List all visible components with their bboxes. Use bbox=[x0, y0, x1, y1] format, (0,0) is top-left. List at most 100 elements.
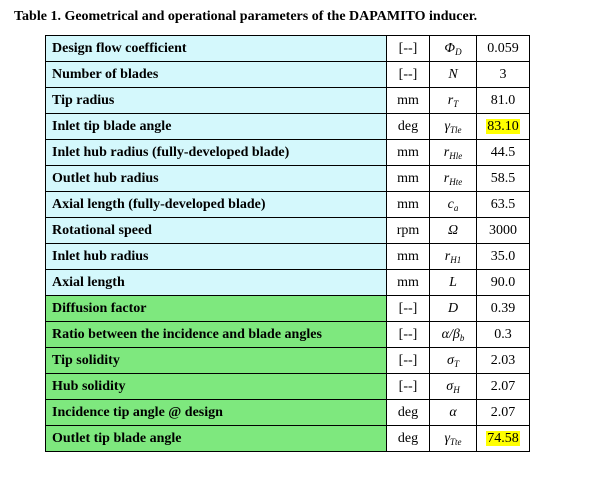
parameter-name: Tip solidity bbox=[45, 347, 387, 374]
parameter-symbol: L bbox=[429, 269, 477, 296]
parameter-name: Outlet tip blade angle bbox=[45, 425, 387, 452]
parameter-unit: [--] bbox=[386, 35, 430, 62]
symbol-subscript: H1 bbox=[450, 254, 462, 265]
parameter-value-cell: 35.0 bbox=[476, 243, 530, 270]
parameter-value-cell: 58.5 bbox=[476, 165, 530, 192]
parameter-unit: mm bbox=[386, 269, 430, 296]
highlighted-value: 83.10 bbox=[486, 118, 520, 134]
parameter-name: Rotational speed bbox=[45, 217, 387, 244]
parameter-name: Diffusion factor bbox=[45, 295, 387, 322]
symbol-main: r bbox=[447, 92, 454, 108]
symbol-main: r bbox=[444, 248, 451, 264]
parameter-unit: mm bbox=[386, 243, 430, 270]
parameter-unit: [--] bbox=[386, 321, 430, 348]
parameter-name: Inlet hub radius (fully-developed blade) bbox=[45, 139, 387, 166]
parameter-unit: mm bbox=[386, 165, 430, 192]
symbol-main: r bbox=[443, 144, 450, 160]
parameter-value: 2.07 bbox=[490, 404, 516, 420]
parameter-unit: deg bbox=[386, 425, 430, 452]
table-row: Outlet tip blade angle deg γTte 74.58 bbox=[45, 425, 530, 452]
symbol-main: D bbox=[447, 300, 459, 316]
parameter-name: Ratio between the incidence and blade an… bbox=[45, 321, 387, 348]
parameter-name: Tip radius bbox=[45, 87, 387, 114]
symbol-subscript: Hle bbox=[449, 150, 463, 161]
table-row: Axial length (fully-developed blade) mm ca… bbox=[45, 191, 530, 218]
parameters-table: Design flow coefficient [--] ΦD 0.059 Number… bbox=[45, 35, 530, 452]
symbol-main: N bbox=[448, 66, 458, 82]
parameter-symbol: rHle bbox=[429, 139, 477, 166]
parameter-symbol: α/βb bbox=[429, 321, 477, 348]
parameter-symbol: ΦD bbox=[429, 35, 477, 62]
parameter-unit: rpm bbox=[386, 217, 430, 244]
parameter-value-cell: 83.10 bbox=[476, 113, 530, 140]
parameter-symbol: rHte bbox=[429, 165, 477, 192]
table-row: Axial length mm L 90.0 bbox=[45, 269, 530, 296]
table-row: Outlet hub radius mm rHte 58.5 bbox=[45, 165, 530, 192]
parameter-value-cell: 3 bbox=[476, 61, 530, 88]
table-row: Inlet hub radius (fully-developed blade)… bbox=[45, 139, 530, 166]
parameter-name: Number of blades bbox=[45, 61, 387, 88]
parameters-table-body: Design flow coefficient [--] ΦD 0.059 Number… bbox=[45, 35, 530, 452]
parameter-symbol: rH1 bbox=[429, 243, 477, 270]
parameter-value-cell: 63.5 bbox=[476, 191, 530, 218]
parameter-symbol: ca bbox=[429, 191, 477, 218]
parameter-value-cell: 0.3 bbox=[476, 321, 530, 348]
table-row: Tip radius mm rT 81.0 bbox=[45, 87, 530, 114]
symbol-main: Ω bbox=[447, 222, 459, 238]
symbol-main: L bbox=[449, 274, 457, 290]
parameter-unit: [--] bbox=[386, 295, 430, 322]
symbol-main: γ bbox=[444, 118, 450, 134]
symbol-subscript: H bbox=[453, 384, 460, 395]
parameter-symbol: α bbox=[429, 399, 477, 426]
parameter-value-cell: 0.39 bbox=[476, 295, 530, 322]
table-caption: Table 1. Geometrical and operational par… bbox=[14, 9, 478, 24]
parameter-name: Outlet hub radius bbox=[45, 165, 387, 192]
parameter-unit: [--] bbox=[386, 61, 430, 88]
symbol-subscript: T bbox=[453, 98, 459, 109]
parameter-name: Inlet tip blade angle bbox=[45, 113, 387, 140]
parameter-value-cell: 2.07 bbox=[476, 373, 530, 400]
parameter-symbol: σH bbox=[429, 373, 477, 400]
parameter-value: 0.3 bbox=[494, 326, 512, 342]
parameter-value-cell: 0.059 bbox=[476, 35, 530, 62]
table-row: Hub solidity [--] σH 2.07 bbox=[45, 373, 530, 400]
parameter-unit: mm bbox=[386, 139, 430, 166]
parameter-value-cell: 2.07 bbox=[476, 399, 530, 426]
parameter-unit: mm bbox=[386, 191, 430, 218]
symbol-subscript: T bbox=[453, 358, 459, 369]
parameter-symbol: σT bbox=[429, 347, 477, 374]
parameter-name: Inlet hub radius bbox=[45, 243, 387, 270]
symbol-subscript: b bbox=[459, 332, 465, 343]
parameter-value: 3000 bbox=[489, 222, 517, 238]
symbol-main: γ bbox=[444, 430, 450, 446]
parameter-value: 3 bbox=[499, 66, 507, 82]
parameter-value: 58.5 bbox=[490, 170, 516, 186]
parameter-value: 90.0 bbox=[490, 274, 516, 290]
symbol-main: c bbox=[447, 196, 454, 212]
table-row: Number of blades [--] N 3 bbox=[45, 61, 530, 88]
parameter-value: 35.0 bbox=[490, 248, 516, 264]
symbol-subscript: Tte bbox=[450, 436, 462, 447]
parameter-value: 63.5 bbox=[490, 196, 516, 212]
parameter-name: Design flow coefficient bbox=[45, 35, 387, 62]
parameter-name: Axial length (fully-developed blade) bbox=[45, 191, 387, 218]
parameter-value: 0.059 bbox=[487, 40, 519, 56]
table-row: Tip solidity [--] σT 2.03 bbox=[45, 347, 530, 374]
parameter-value: 2.03 bbox=[490, 352, 516, 368]
table-row: Inlet hub radius mm rH1 35.0 bbox=[45, 243, 530, 270]
symbol-main: α bbox=[449, 404, 457, 420]
symbol-main: r bbox=[443, 170, 450, 186]
parameter-value: 2.07 bbox=[490, 378, 516, 394]
parameter-unit: deg bbox=[386, 399, 430, 426]
parameter-value-cell: 2.03 bbox=[476, 347, 530, 374]
parameter-name: Hub solidity bbox=[45, 373, 387, 400]
parameter-name: Axial length bbox=[45, 269, 387, 296]
parameter-name: Incidence tip angle @ design bbox=[45, 399, 387, 426]
parameter-unit: [--] bbox=[386, 347, 430, 374]
parameter-unit: mm bbox=[386, 87, 430, 114]
table-row: Design flow coefficient [--] ΦD 0.059 bbox=[45, 35, 530, 62]
parameter-symbol: rT bbox=[429, 87, 477, 114]
parameter-unit: deg bbox=[386, 113, 430, 140]
symbol-main: α/β bbox=[441, 326, 460, 342]
parameter-value-cell: 44.5 bbox=[476, 139, 530, 166]
